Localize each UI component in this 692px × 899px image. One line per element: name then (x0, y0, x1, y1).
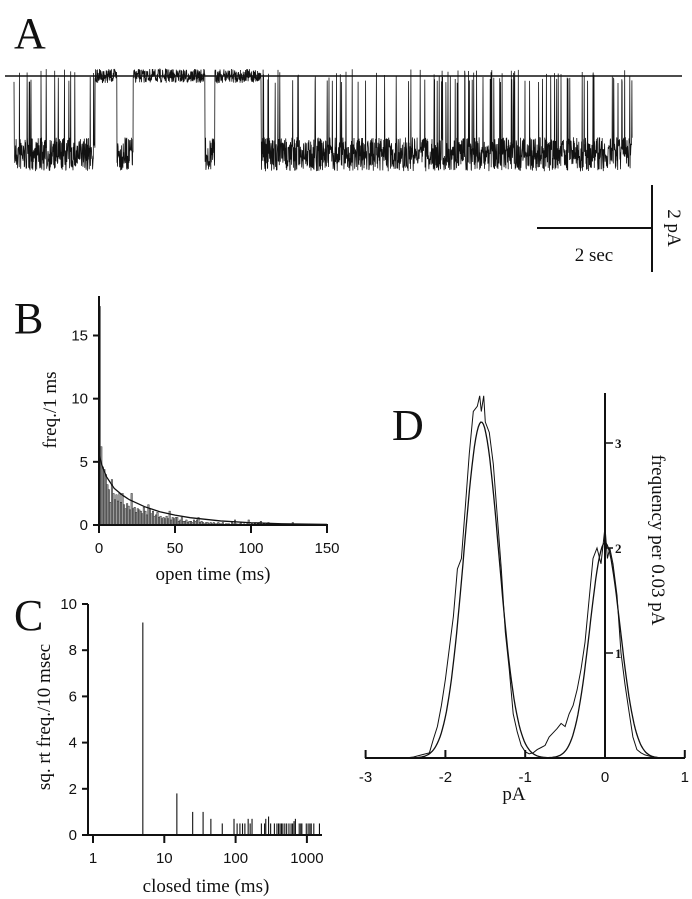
panel-d-amplitude-histogram: -3 -2 -1 0 1 1 2 3 pA frequency per 0.03 pA (359, 393, 689, 805)
d-x-tick-label: -1 (519, 769, 532, 786)
b-histogram-bar (151, 510, 154, 526)
c-x-tick-label: 100 (223, 850, 248, 867)
b-histogram-bar (144, 510, 147, 526)
panel-label-d: D (392, 401, 424, 450)
current-trace (13, 67, 633, 172)
c-x-tick-label: 1000 (290, 850, 323, 867)
b-histogram-bar (158, 517, 160, 526)
b-histogram-bar (180, 517, 183, 526)
b-histogram-bar (132, 508, 135, 526)
b-histogram-bar (129, 509, 132, 526)
gaussian-fit-curve (405, 421, 661, 759)
c-x-axis-label: closed time (ms) (143, 876, 270, 897)
b-histogram-bar (150, 513, 153, 526)
b-histogram-bar (103, 469, 106, 526)
b-y-tick-label: 15 (71, 328, 88, 345)
d-x-tick-label: 0 (601, 769, 609, 786)
b-histogram-bar (141, 513, 144, 526)
panel-a-trace: 2 sec 2 pA (5, 67, 684, 272)
b-histogram-bar (113, 499, 116, 526)
c-x-tick-label: 1 (89, 850, 97, 867)
d-x-tick-label: 1 (681, 769, 689, 786)
c-y-tick-label: 0 (69, 827, 77, 844)
panel-label-c: C (14, 591, 43, 640)
b-histogram-bar (148, 508, 151, 526)
b-x-tick-label: 150 (314, 540, 339, 557)
b-histogram-bar (109, 502, 112, 526)
b-histogram-bar (145, 514, 148, 526)
b-histogram-bar (117, 500, 119, 526)
b-histogram-bar (176, 517, 179, 526)
c-y-tick-label: 4 (69, 735, 77, 752)
b-histogram-bar (104, 474, 107, 526)
b-histogram-bar (112, 493, 115, 526)
b-y-tick-label: 5 (80, 454, 88, 471)
d-x-tick-label: -2 (439, 769, 452, 786)
c-y-axis-label: sq. rt freq./10 msec (34, 644, 55, 790)
c-x-tick-label: 10 (156, 850, 173, 867)
b-histogram-bar (107, 489, 110, 526)
c-y-tick-label: 2 (69, 781, 77, 798)
c-y-tick-label: 10 (60, 596, 77, 613)
b-histogram-bar (139, 510, 142, 526)
d-y-tick-label: 3 (615, 436, 622, 451)
b-x-axis-label: open time (ms) (155, 564, 270, 585)
b-histogram-bar (101, 466, 104, 526)
b-x-tick-label: 100 (238, 540, 263, 557)
c-y-tick-label: 8 (69, 642, 77, 659)
panel-c-closed-time-histogram: 1 10 100 1000 0 2 4 6 8 10 closed time (ms) sq. r… (34, 596, 324, 897)
b-histogram-bar (138, 509, 141, 526)
b-histogram-bar (121, 493, 124, 526)
b-histogram-bar (135, 512, 138, 526)
time-scale-label: 2 sec (575, 245, 614, 266)
d-y-tick-label: 1 (615, 646, 622, 661)
panel-b-open-time-histogram: 0 50 100 150 0 5 10 15 open time (ms) freq./1 m… (40, 296, 340, 585)
b-histogram-bar (153, 515, 156, 526)
b-histogram-bar (162, 517, 165, 526)
amplitude-histogram-line (405, 395, 661, 759)
current-scale-label: 2 pA (663, 209, 684, 247)
b-histogram-bar (124, 508, 127, 526)
b-histogram-bar (159, 515, 162, 526)
open-time-fit-curve (98, 454, 328, 526)
b-histogram-bar (155, 514, 157, 526)
b-histogram-bar (127, 505, 130, 526)
c-y-tick-label: 6 (69, 688, 77, 705)
b-histogram-bar (115, 494, 118, 526)
b-histogram-bar (165, 515, 168, 526)
b-x-tick-label: 50 (167, 540, 184, 557)
b-histogram-bar (123, 504, 126, 526)
d-y-tick-label: 2 (615, 541, 622, 556)
b-histogram-bar (136, 508, 139, 526)
b-histogram-bar (130, 493, 133, 526)
d-x-axis-label: pA (502, 784, 526, 805)
b-y-tick-label: 10 (71, 391, 88, 408)
d-y-axis-label: frequency per 0.03 pA (647, 455, 668, 626)
b-histogram-bar (171, 517, 174, 526)
b-histogram-bar (174, 517, 177, 526)
b-y-tick-label: 0 (80, 517, 88, 534)
b-x-tick-label: 0 (95, 540, 103, 557)
b-histogram-bar (118, 493, 121, 526)
b-histogram-bar (106, 484, 109, 526)
b-histogram-bar (133, 507, 136, 526)
b-histogram-bar (156, 512, 159, 526)
b-histogram-bar (142, 507, 145, 526)
panel-label-b: B (14, 294, 43, 343)
b-y-axis-label: freq./1 ms (40, 371, 61, 448)
panel-label-a: A (14, 9, 46, 58)
d-x-tick-label: -3 (359, 769, 372, 786)
b-histogram-bar (126, 503, 129, 526)
b-histogram-bar (120, 502, 122, 526)
